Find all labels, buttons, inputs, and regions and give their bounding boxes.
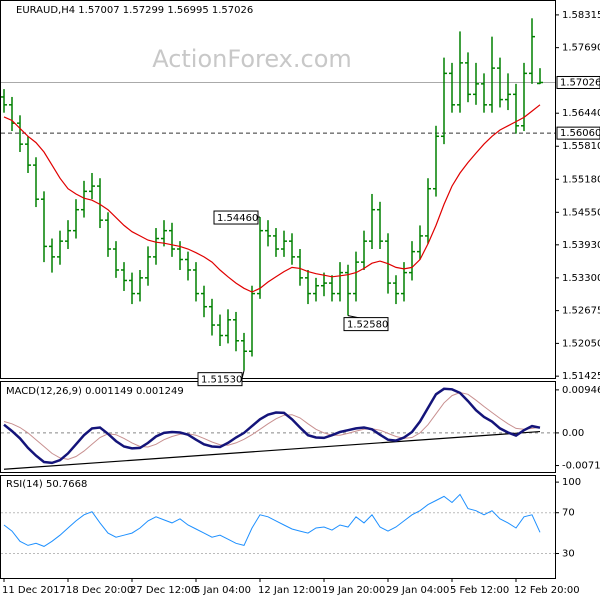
y-tick-label: 1.53300: [562, 273, 600, 284]
x-tick-label: 5 Jan 04:00: [194, 585, 251, 596]
x-tick-label: 18 Dec 20:00: [66, 585, 133, 596]
x-tick-label: 12 Jan 12:00: [258, 585, 321, 596]
y-tick-label: 1.52050: [562, 338, 600, 349]
x-tick-label: 27 Dec 12:00: [130, 585, 197, 596]
y-tick-label: 0.00: [562, 428, 584, 439]
trendline: [3, 430, 541, 470]
x-tick-label: 5 Feb 12:00: [450, 585, 509, 596]
y-tick-label: 1.53930: [562, 240, 600, 251]
y-tick-label: 1.55180: [562, 174, 600, 185]
y-tick-label: 100: [562, 477, 581, 488]
y-tick-label: 1.58315: [562, 10, 600, 21]
y-tick-label: 1.52675: [562, 306, 600, 317]
macd-panel: [0, 381, 556, 473]
annotation-label: 1.52580: [347, 320, 388, 331]
x-tick-label: 11 Dec 2017: [2, 585, 66, 596]
y-tick-label: 1.56440: [562, 108, 600, 119]
chart-title: EURAUD,H4 1.57007 1.57299 1.56995 1.5702…: [16, 5, 253, 16]
indicator-line: [3, 387, 541, 465]
x-tick-label: 12 Feb 20:00: [514, 585, 580, 596]
annotation-box: [197, 372, 243, 387]
price-panel: [0, 0, 556, 379]
horizontal-line-box: [556, 126, 600, 140]
current-price-box: [556, 75, 600, 89]
y-tick-label: 1.55810: [562, 141, 600, 152]
x-tick-label: 19 Jan 20:00: [322, 585, 385, 596]
rsi-title: RSI(14) 50.7668: [6, 479, 87, 490]
y-tick-label: 1.54550: [562, 207, 600, 218]
x-tick-label: 29 Jan 04:00: [386, 585, 449, 596]
y-tick-label: 1.51425: [562, 371, 600, 382]
y-tick-label: -0.007178: [562, 461, 600, 472]
indicator-line: [3, 391, 541, 460]
indicator-line: [3, 104, 541, 293]
indicator-line: [3, 493, 541, 547]
y-tick-label: 1.57690: [562, 43, 600, 54]
annotation-label: 1.51530: [201, 375, 242, 386]
macd-title: MACD(12,26,9) 0.001149 0.001249: [6, 386, 184, 397]
annotation-box: [343, 317, 389, 332]
y-tick-label: 30: [562, 549, 575, 560]
horizontal-line-label: 1.56060: [560, 128, 600, 139]
annotation-label: 1.54460: [217, 213, 258, 224]
y-tick-label: 0.009466: [562, 385, 600, 396]
annotation-box: [213, 210, 259, 225]
rsi-panel: [0, 475, 556, 579]
watermark: ActionForex.com: [152, 45, 352, 73]
y-tick-label: 70: [562, 508, 575, 519]
current-price-label: 1.57026: [560, 77, 600, 88]
